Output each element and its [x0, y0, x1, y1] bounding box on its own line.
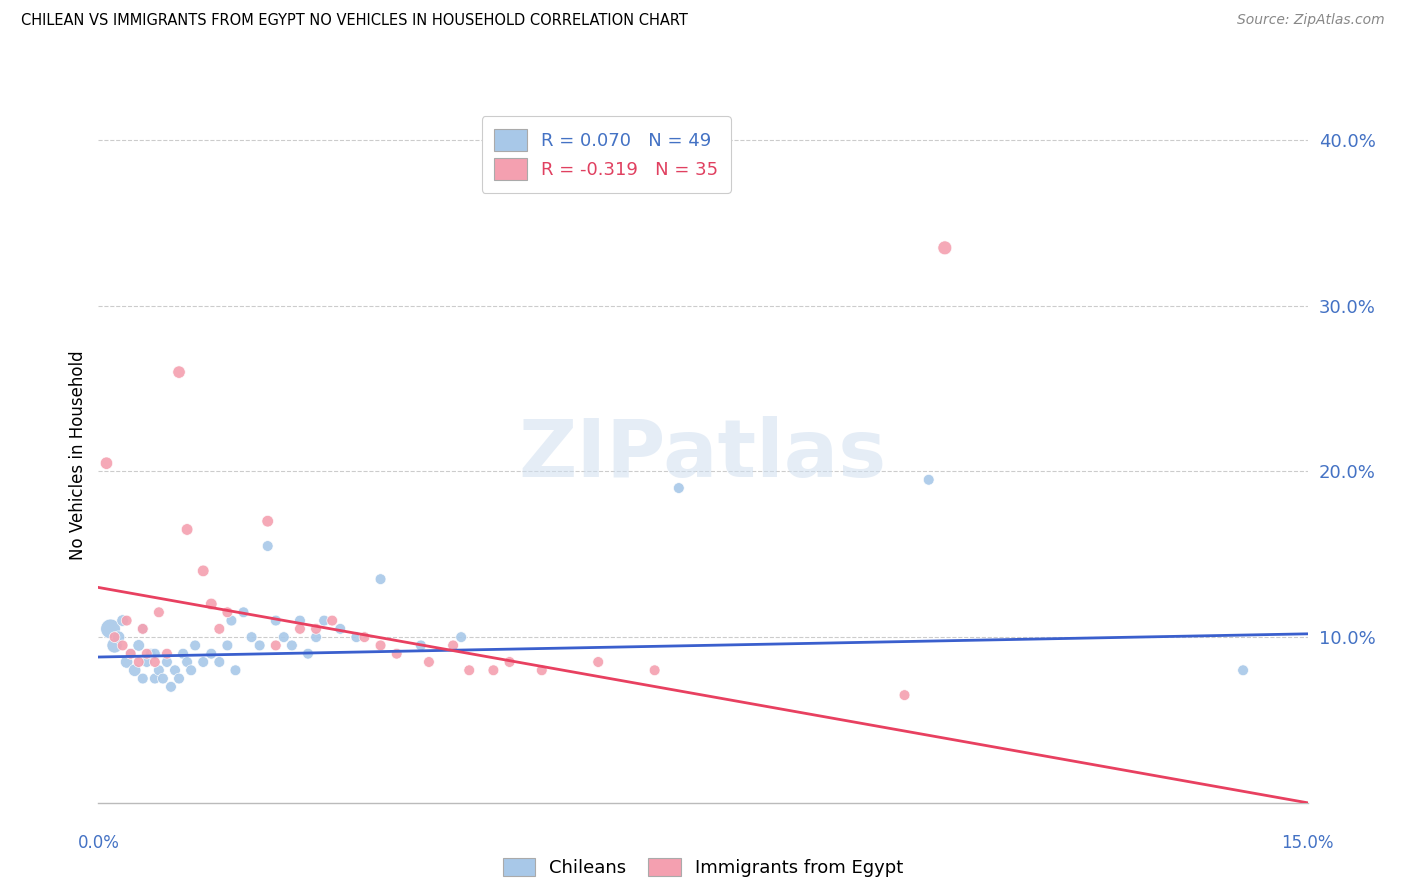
Point: [180, 663, 202, 677]
Point: [256, 514, 278, 528]
Point: [273, 630, 295, 644]
Text: Source: ZipAtlas.com: Source: ZipAtlas.com: [1237, 13, 1385, 28]
Point: [370, 639, 392, 653]
Point: [135, 655, 157, 669]
Point: [344, 630, 367, 644]
Point: [103, 639, 125, 653]
Point: [152, 672, 174, 686]
Point: [249, 639, 271, 653]
Text: CHILEAN VS IMMIGRANTS FROM EGYPT NO VEHICLES IN HOUSEHOLD CORRELATION CHART: CHILEAN VS IMMIGRANTS FROM EGYPT NO VEHI…: [21, 13, 688, 29]
Point: [305, 622, 328, 636]
Point: [281, 639, 304, 653]
Point: [200, 647, 222, 661]
Point: [132, 672, 155, 686]
Point: [200, 597, 222, 611]
Point: [135, 647, 157, 661]
Point: [586, 655, 609, 669]
Point: [297, 647, 319, 661]
Point: [115, 614, 138, 628]
Point: [668, 481, 690, 495]
Point: [172, 647, 194, 661]
Point: [193, 655, 215, 669]
Legend: Chileans, Immigrants from Egypt: Chileans, Immigrants from Egypt: [495, 850, 911, 884]
Point: [184, 639, 207, 653]
Point: [111, 614, 134, 628]
Point: [120, 647, 142, 661]
Point: [256, 539, 278, 553]
Point: [530, 663, 553, 677]
Point: [458, 663, 481, 677]
Point: [353, 630, 375, 644]
Point: [124, 663, 146, 677]
Point: [288, 622, 311, 636]
Point: [232, 605, 254, 619]
Point: [288, 614, 311, 628]
Point: [217, 605, 239, 619]
Point: [644, 663, 666, 677]
Text: ZIPatlas: ZIPatlas: [519, 416, 887, 494]
Point: [240, 630, 263, 644]
Point: [385, 647, 408, 661]
Text: 0.0%: 0.0%: [77, 834, 120, 852]
Point: [120, 647, 142, 661]
Point: [143, 672, 166, 686]
Point: [160, 680, 183, 694]
Point: [156, 655, 179, 669]
Point: [450, 630, 472, 644]
Point: [893, 688, 915, 702]
Point: [1232, 663, 1254, 677]
Point: [115, 655, 138, 669]
Point: [128, 655, 150, 669]
Point: [314, 614, 336, 628]
Point: [132, 622, 155, 636]
Point: [264, 614, 287, 628]
Point: [193, 564, 215, 578]
Point: [148, 663, 170, 677]
Point: [143, 647, 166, 661]
Point: [107, 630, 129, 644]
Point: [156, 647, 179, 661]
Point: [208, 622, 231, 636]
Point: [217, 639, 239, 653]
Point: [167, 672, 190, 686]
Point: [498, 655, 520, 669]
Point: [418, 655, 440, 669]
Point: [100, 622, 122, 636]
Point: [409, 639, 432, 653]
Point: [918, 473, 941, 487]
Point: [221, 614, 243, 628]
Point: [176, 655, 198, 669]
Point: [143, 655, 166, 669]
Point: [208, 655, 231, 669]
Point: [103, 630, 125, 644]
Point: [934, 241, 956, 255]
Point: [482, 663, 505, 677]
Point: [321, 614, 343, 628]
Point: [128, 639, 150, 653]
Point: [224, 663, 246, 677]
Point: [167, 365, 190, 379]
Point: [163, 663, 186, 677]
Point: [96, 456, 118, 470]
Point: [264, 639, 287, 653]
Point: [176, 523, 198, 537]
Y-axis label: No Vehicles in Household: No Vehicles in Household: [69, 350, 87, 560]
Point: [305, 630, 328, 644]
Point: [132, 622, 155, 636]
Point: [148, 605, 170, 619]
Point: [441, 639, 464, 653]
Point: [111, 639, 134, 653]
Point: [139, 647, 162, 661]
Point: [329, 622, 352, 636]
Text: 15.0%: 15.0%: [1281, 834, 1334, 852]
Point: [370, 572, 392, 586]
